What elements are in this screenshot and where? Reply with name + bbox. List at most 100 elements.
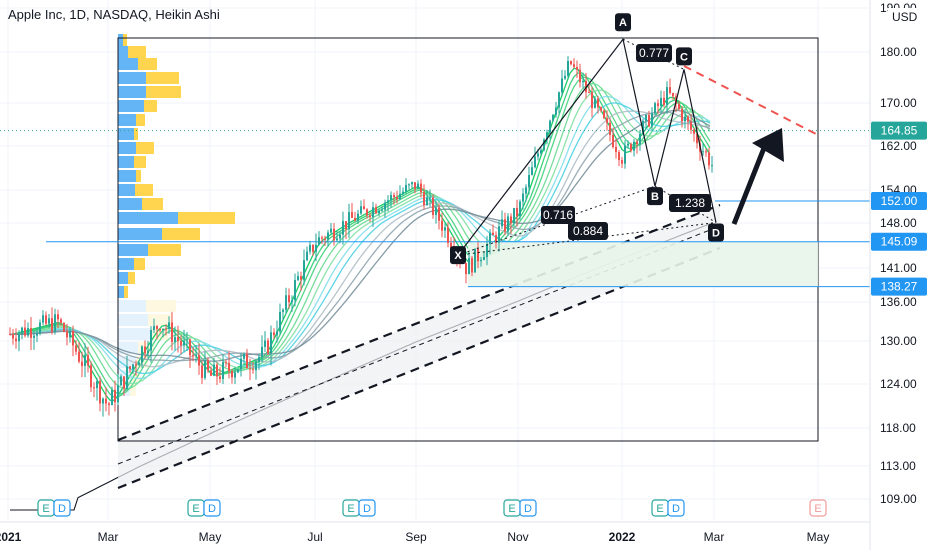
candle-body xyxy=(564,75,566,79)
profile-bar-down xyxy=(136,142,154,154)
candle-body xyxy=(561,78,563,93)
candle-body xyxy=(255,361,257,371)
price-tick-label: 148.00 xyxy=(880,216,917,230)
candle-body xyxy=(531,167,533,176)
candle-body xyxy=(351,212,353,218)
candle-body xyxy=(33,335,35,338)
profile-bar-down xyxy=(142,198,163,210)
candle-body xyxy=(210,370,212,376)
candle-body xyxy=(357,213,359,221)
price-tag-138.27 xyxy=(871,277,927,296)
profile-bar-down xyxy=(136,170,141,182)
candle-body xyxy=(120,376,122,386)
heikin-ashi-candles xyxy=(9,56,713,417)
price-tag-label: 152.00 xyxy=(881,194,918,208)
candle-body xyxy=(648,114,650,127)
channel-lower xyxy=(117,246,721,490)
profile-bar-down xyxy=(146,72,179,84)
candle-body xyxy=(339,234,341,239)
point-label-x: X xyxy=(454,250,462,262)
price-tick-label: 170.00 xyxy=(880,96,917,110)
candle-body xyxy=(708,152,710,166)
event-marker xyxy=(203,499,221,517)
candle-body xyxy=(138,362,140,366)
target-zone xyxy=(468,241,818,287)
candle-body xyxy=(414,182,416,189)
price-tag-145.09 xyxy=(871,232,927,251)
candle-body xyxy=(606,118,608,123)
candle-body xyxy=(441,220,443,231)
candle-body xyxy=(504,219,506,232)
candle-body xyxy=(279,311,281,332)
ratio-bd: 1.238 xyxy=(675,196,705,210)
profile-bar-down xyxy=(128,272,135,284)
candle-body xyxy=(633,141,635,151)
point-marker-b xyxy=(647,187,663,206)
candle-body xyxy=(183,340,185,346)
candle-body xyxy=(243,353,245,359)
candle-body xyxy=(144,346,146,354)
price-tag-152.00 xyxy=(871,192,927,210)
candle-body xyxy=(141,346,143,363)
candle-body xyxy=(162,328,164,331)
profile-bar-down xyxy=(138,58,157,70)
profile-bar-up-faded xyxy=(118,300,146,312)
time-axis[interactable]: 2021 Mar May Jul Sep Nov 2022 Mar May xyxy=(0,521,870,544)
event-marker xyxy=(667,499,685,517)
candle-body xyxy=(528,175,530,188)
candle-body xyxy=(666,87,668,105)
ratio-ac-box xyxy=(636,44,672,62)
candle-body xyxy=(180,341,182,346)
candle-body xyxy=(108,403,110,406)
candle-body xyxy=(207,359,209,371)
ribbon-line xyxy=(9,111,711,362)
point-marker-d xyxy=(708,223,724,242)
candle-body xyxy=(522,193,524,202)
candle-body xyxy=(672,93,674,97)
profile-bar-up xyxy=(118,58,138,70)
candle-body xyxy=(303,260,305,280)
candle-body xyxy=(321,237,323,239)
price-tick-label: 141.00 xyxy=(880,261,917,275)
candle-body xyxy=(597,98,599,108)
candle-body xyxy=(87,355,89,366)
candle-body xyxy=(543,139,545,151)
candle-body xyxy=(495,235,497,243)
time-tick-label: 2022 xyxy=(609,530,636,544)
candle-body xyxy=(81,361,83,367)
candle-body xyxy=(480,259,482,262)
candle-body xyxy=(465,263,467,275)
candle-body xyxy=(705,151,707,153)
candle-body xyxy=(585,81,587,93)
chart-title: Apple Inc, 1D, NASDAQ, Heikin Ashi xyxy=(8,7,220,22)
candle-body xyxy=(663,97,665,105)
point-label-a: A xyxy=(619,17,627,29)
candle-body xyxy=(375,207,377,214)
candle-body xyxy=(234,372,236,378)
candle-body xyxy=(93,387,95,389)
candle-body xyxy=(369,215,371,218)
candle-body xyxy=(99,381,101,404)
profile-bar-down xyxy=(134,156,146,168)
candle-body xyxy=(315,244,317,252)
candle-body xyxy=(30,328,32,338)
candle-body xyxy=(621,160,623,164)
price-tag-label: 164.85 xyxy=(881,124,918,138)
candle-body xyxy=(558,92,560,108)
candle-body xyxy=(402,191,404,194)
candle-body xyxy=(447,227,449,243)
candle-body xyxy=(588,92,590,94)
candle-body xyxy=(669,87,671,94)
price-axis[interactable]: 190.00180.00170.00162.00154.00148.00141.… xyxy=(869,0,932,550)
candle-body xyxy=(348,212,350,230)
candle-body xyxy=(651,113,653,127)
candle-body xyxy=(540,150,542,154)
candle-body xyxy=(567,61,569,76)
profile-bar-up-faded xyxy=(118,328,150,340)
candle-body xyxy=(345,221,347,230)
candle-body xyxy=(399,193,401,200)
candle-body xyxy=(405,184,407,192)
candle-body xyxy=(231,371,233,378)
